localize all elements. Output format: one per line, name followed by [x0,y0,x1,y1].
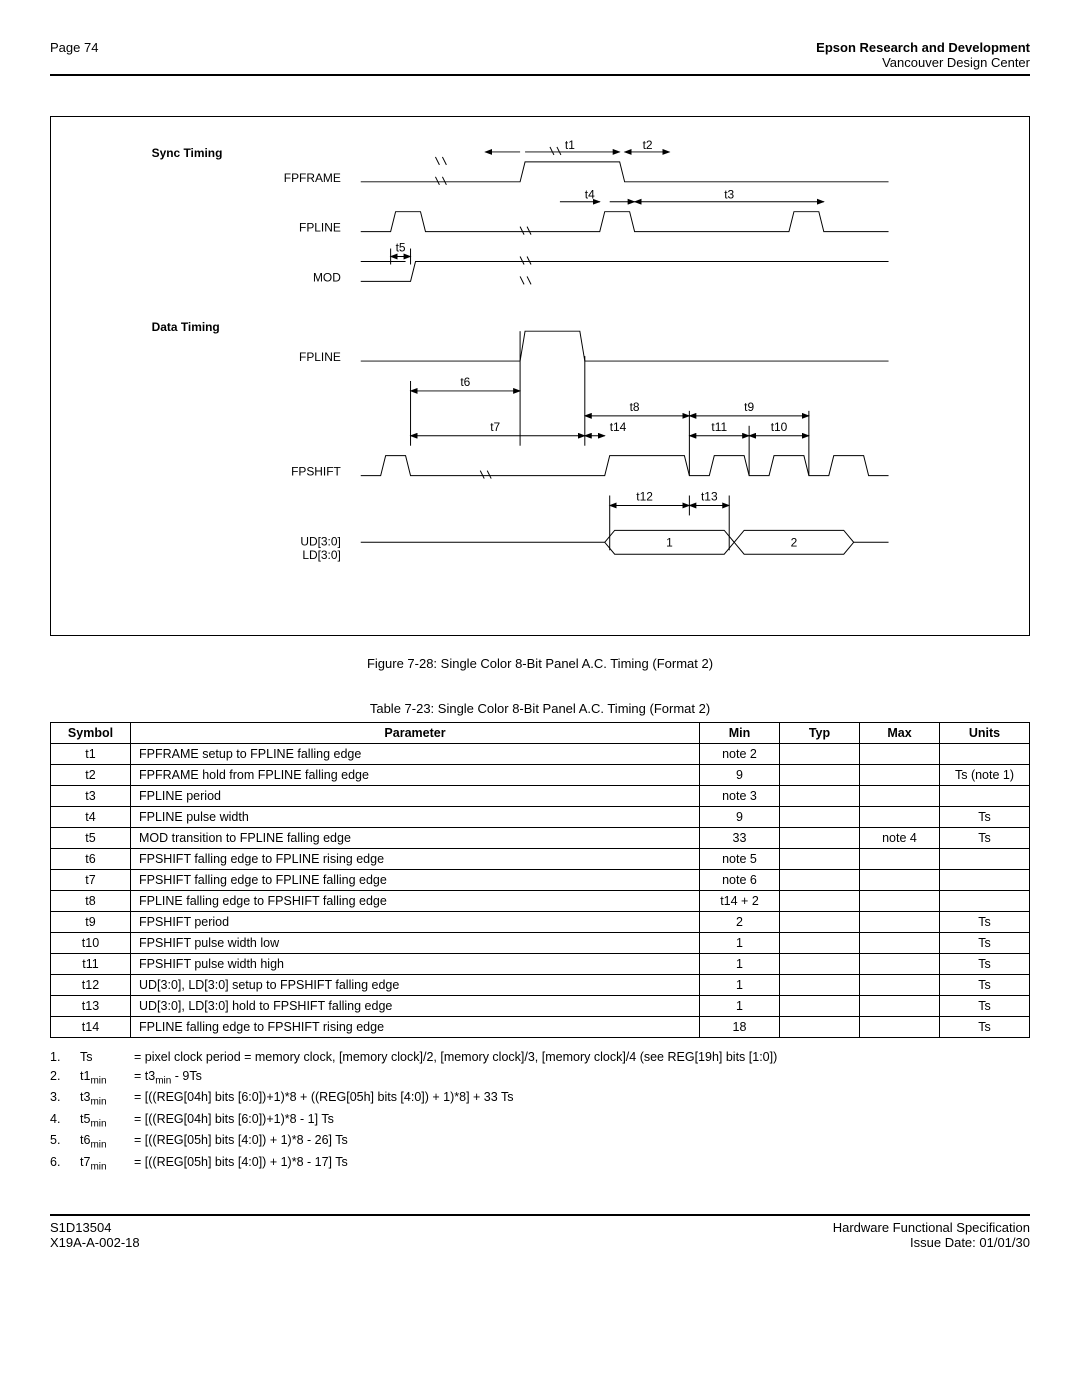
svg-text:t1: t1 [565,138,575,152]
sig-mod: MOD [313,270,341,284]
table-caption: Table 7-23: Single Color 8-Bit Panel A.C… [50,701,1030,716]
figure-caption: Figure 7-28: Single Color 8-Bit Panel A.… [50,656,1030,671]
note-1: 1. Ts = pixel clock period = memory cloc… [50,1048,1030,1067]
sig-ld: LD[3:0] [302,548,341,562]
svg-text:t12: t12 [636,489,653,503]
svg-text:t13: t13 [701,489,718,503]
svg-text:t11: t11 [711,420,727,434]
page-number: Page 74 [50,40,98,70]
th-typ: Typ [780,723,860,744]
th-max: Max [860,723,940,744]
org-name: Epson Research and Development [816,40,1030,55]
svg-text:t9: t9 [744,400,754,414]
table-row: t14 FPLINE falling edge to FPSHIFT risin… [51,1017,1030,1038]
table-row: t3 FPLINE period note 3 [51,786,1030,807]
svg-text:t10: t10 [771,420,788,434]
svg-text:2: 2 [791,535,798,549]
sync-heading: Sync Timing [152,146,223,160]
th-parameter: Parameter [131,723,700,744]
table-row: t9 FPSHIFT period 2 Ts [51,912,1030,933]
table-header-row: Symbol Parameter Min Typ Max Units [51,723,1030,744]
th-min: Min [700,723,780,744]
note-3: 3. t3min = [((REG[04h] bits [6:0])+1)*8 … [50,1088,1030,1110]
footer-right: Hardware Functional Specification Issue … [833,1220,1030,1250]
svg-text:t3: t3 [724,188,734,202]
org-block: Epson Research and Development Vancouver… [816,40,1030,70]
table-row: t7 FPSHIFT falling edge to FPLINE fallin… [51,870,1030,891]
footer-left: S1D13504 X19A-A-002-18 [50,1220,140,1250]
svg-text:t6: t6 [460,375,470,389]
note-5: 5. t6min = [((REG[05h] bits [4:0]) + 1)*… [50,1131,1030,1153]
svg-text:t5: t5 [396,241,406,255]
note-6: 6. t7min = [((REG[05h] bits [4:0]) + 1)*… [50,1153,1030,1175]
page-footer: S1D13504 X19A-A-002-18 Hardware Function… [50,1214,1030,1250]
table-row: t11 FPSHIFT pulse width high 1 Ts [51,954,1030,975]
svg-text:t14: t14 [610,420,627,434]
note-2: 2. t1min = t3min - 9Ts [50,1067,1030,1089]
table-row: t13 UD[3:0], LD[3:0] hold to FPSHIFT fal… [51,996,1030,1017]
table-row: t2 FPFRAME hold from FPLINE falling edge… [51,765,1030,786]
timing-table: Symbol Parameter Min Typ Max Units t1 FP… [50,722,1030,1038]
svg-text:t8: t8 [630,400,640,414]
org-sub: Vancouver Design Center [882,55,1030,70]
svg-text:t2: t2 [643,138,653,152]
table-row: t12 UD[3:0], LD[3:0] setup to FPSHIFT fa… [51,975,1030,996]
table-row: t8 FPLINE falling edge to FPSHIFT fallin… [51,891,1030,912]
sig-fpline-sync: FPLINE [299,221,341,235]
timing-diagram: Sync Timing FPFRAME t1 t2 FPLINE t4 [50,116,1030,636]
sig-fpframe: FPFRAME [284,171,341,185]
data-heading: Data Timing [152,320,220,334]
notes-block: 1. Ts = pixel clock period = memory cloc… [50,1048,1030,1174]
timing-svg: Sync Timing FPFRAME t1 t2 FPLINE t4 [81,137,999,615]
table-row: t10 FPSHIFT pulse width low 1 Ts [51,933,1030,954]
table-row: t6 FPSHIFT falling edge to FPLINE rising… [51,849,1030,870]
sig-fpshift: FPSHIFT [291,465,341,479]
sig-fpline-data: FPLINE [299,350,341,364]
svg-text:1: 1 [666,535,673,549]
th-units: Units [940,723,1030,744]
th-symbol: Symbol [51,723,131,744]
table-row: t1 FPFRAME setup to FPLINE falling edge … [51,744,1030,765]
svg-text:t7: t7 [490,420,500,434]
table-row: t5 MOD transition to FPLINE falling edge… [51,828,1030,849]
sig-ud: UD[3:0] [300,534,340,548]
table-row: t4 FPLINE pulse width 9 Ts [51,807,1030,828]
note-4: 4. t5min = [((REG[04h] bits [6:0])+1)*8 … [50,1110,1030,1132]
svg-text:t4: t4 [585,188,595,202]
page-header: Page 74 Epson Research and Development V… [50,40,1030,76]
